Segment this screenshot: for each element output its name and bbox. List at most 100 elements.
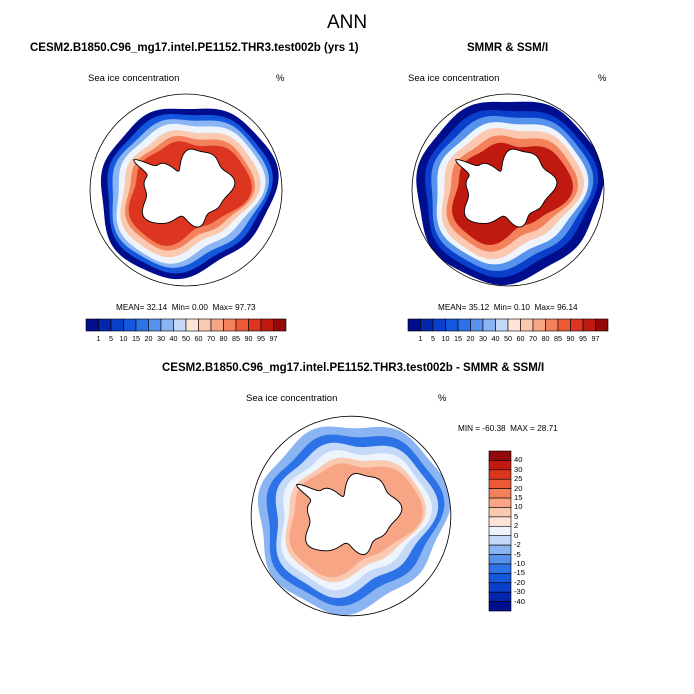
- cb3-tick-label: 40: [514, 455, 523, 465]
- cb3-box: [488, 554, 512, 565]
- cb3-tick-label: -30: [514, 587, 525, 597]
- cb1-tick-label: 85: [232, 334, 240, 343]
- cb3-tick-label: 20: [514, 483, 523, 493]
- panel2-polar-map: [411, 93, 605, 287]
- cb1-tick-label: 20: [144, 334, 153, 343]
- cb2-box: [557, 318, 571, 332]
- panel1-polar-map: [89, 93, 283, 287]
- cb1-box: [223, 318, 237, 332]
- cb2-tick-label: 90: [566, 334, 575, 343]
- panel1-max-label: Max=: [212, 303, 233, 312]
- cb3-box: [488, 525, 512, 537]
- cb3-tick-label: 2: [514, 521, 519, 531]
- cb2-box: [595, 318, 609, 332]
- cb1-tick-label: 15: [132, 334, 140, 343]
- panel3-max-label: MAX =: [510, 424, 535, 433]
- cb1-box: [198, 318, 212, 332]
- cb3-box: [488, 469, 512, 480]
- cb1-box: [148, 318, 162, 332]
- cb2-tick-label: 60: [516, 334, 525, 343]
- cb1-box: [110, 318, 124, 332]
- panel3-map-border: [250, 415, 452, 617]
- panel1-min-label: Min=: [171, 303, 190, 312]
- cb2-tick-label: 85: [554, 334, 562, 343]
- panel1-colorbar: [85, 318, 287, 332]
- cb1-box: [260, 318, 274, 332]
- panel2-antarctica-coastline: [455, 148, 558, 228]
- cb2-tick-label: 70: [529, 334, 537, 343]
- cb2-tick-label: 10: [441, 334, 450, 343]
- cb3-tick-label: 0: [514, 530, 519, 540]
- cb2-tick-label: 15: [454, 334, 462, 343]
- panel2-map-border: [411, 93, 605, 287]
- cb1-box: [135, 318, 149, 332]
- cb1-box: [185, 318, 199, 332]
- panel3-max: 28.71: [537, 424, 558, 433]
- cb1-tick-label: 30: [157, 334, 165, 343]
- cb2-tick-label: 97: [591, 334, 600, 343]
- cb3-box: [488, 544, 512, 555]
- cb3-box: [488, 591, 512, 602]
- panel3-variable-label: Sea ice concentration: [246, 393, 338, 404]
- cb1-tick-label: 70: [207, 334, 215, 343]
- panel1-stats: MEAN= 32.14 Min= 0.00 Max= 97.73: [116, 303, 256, 312]
- cb2-tick-label: 20: [466, 334, 475, 343]
- cb2-box: [457, 318, 471, 332]
- cb3-box: [488, 507, 512, 518]
- cb1-box: [173, 318, 187, 332]
- panel3-min-label: MIN =: [458, 424, 481, 433]
- cb2-tick-label: 5: [431, 334, 435, 343]
- cb1-box: [210, 318, 224, 332]
- panel3-units-label: %: [438, 393, 447, 404]
- panel1-mean: 32.14: [146, 303, 168, 312]
- cb1-tick-label: 97: [269, 334, 278, 343]
- cb3-box: [488, 516, 512, 527]
- cb1-box: [273, 318, 287, 332]
- cb1-tick-label: 5: [109, 334, 113, 343]
- cb2-box: [407, 318, 421, 332]
- cb3-tick-label: -40: [514, 596, 525, 606]
- cb1-tick-label: 90: [244, 334, 253, 343]
- cb2-box: [545, 318, 559, 332]
- panel2-title: SMMR & SSM/I: [467, 42, 549, 54]
- cb3-tick-label: -10: [514, 558, 525, 568]
- panel2-min-label: Min=: [493, 303, 512, 312]
- cb1-tick-label: 1: [96, 334, 101, 343]
- cb3-tick-label: -2: [514, 540, 521, 550]
- panel2-colorbar: [407, 318, 609, 332]
- panel3-polar-map: [250, 415, 452, 617]
- cb2-tick-label: 50: [504, 334, 512, 343]
- cb2-box: [495, 318, 509, 332]
- cb1-box: [98, 318, 112, 332]
- cb2-tick-label: 30: [479, 334, 487, 343]
- panel1-min: 0.00: [192, 303, 208, 312]
- cb1-tick-label: 40: [169, 334, 178, 343]
- cb2-box: [482, 318, 496, 332]
- panel2-variable-label: Sea ice concentration: [408, 73, 500, 84]
- panel1-max: 97.73: [235, 303, 256, 312]
- panel2-max-label: Max=: [534, 303, 555, 312]
- cb1-box: [123, 318, 137, 332]
- panel3-colorbar: [488, 450, 512, 612]
- cb3-box: [488, 497, 512, 508]
- panel2-mean-label: MEAN=: [438, 303, 467, 312]
- cb3-tick-label: 5: [514, 511, 519, 521]
- cb2-box: [570, 318, 584, 332]
- cb2-box: [445, 318, 459, 332]
- cb3-tick-label: -15: [514, 568, 525, 578]
- cb1-box: [160, 318, 174, 332]
- cb1-box: [248, 318, 262, 332]
- cb3-tick-label: 15: [514, 493, 523, 503]
- cb3-tick-label: -20: [514, 577, 525, 587]
- panel2-units-label: %: [598, 73, 607, 84]
- cb2-box: [420, 318, 434, 332]
- cb3-box: [488, 488, 512, 499]
- panel3-min: -60.38: [482, 424, 506, 433]
- cb3-tick-label: 30: [514, 464, 523, 474]
- cb3-tick-label: 10: [514, 502, 523, 512]
- panel1-title: CESM2.B1850.C96_mg17.intel.PE1152.THR3.t…: [30, 42, 359, 54]
- cb2-box: [520, 318, 534, 332]
- cb1-box: [235, 318, 249, 332]
- panel3-title: CESM2.B1850.C96_mg17.intel.PE1152.THR3.t…: [162, 362, 545, 374]
- cb2-box: [582, 318, 596, 332]
